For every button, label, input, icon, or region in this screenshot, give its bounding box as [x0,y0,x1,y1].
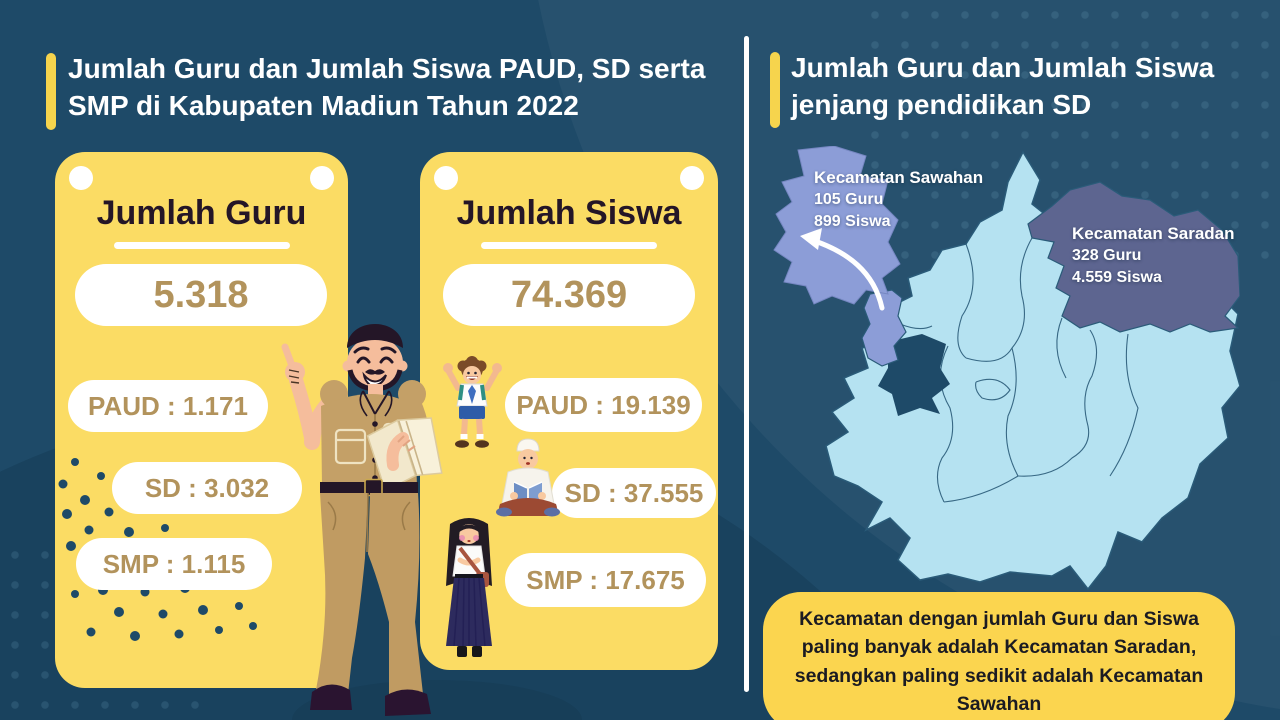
guru-sd-value: SD : 3.032 [144,472,270,503]
madiun-regency-map [773,146,1240,591]
guru-card: Jumlah Guru 5.318 PAUD : 1.171 [55,152,348,688]
right-panel-title: Jumlah Guru dan Jumlah Siswa jenjang pen… [791,49,1231,123]
right-title-line2: jenjang pendidikan SD [791,89,1092,120]
siswa-sd-pill: SD : 37.555 [552,468,716,518]
guru-total-pill: 5.318 [75,264,327,326]
siswa-smp-pill: SMP : 17.675 [505,553,706,607]
guru-card-underline [113,242,290,249]
sawahan-guru: 105 Guru [814,191,884,208]
guru-paud-pill: PAUD : 1.171 [68,380,268,432]
sawahan-name: Kecamatan Sawahan [814,168,984,187]
teacher-illustration [281,324,443,716]
cheering-student-boy-illustration [443,356,502,448]
reading-student-boy-illustration [496,438,560,517]
siswa-total-pill: 74.369 [443,264,695,326]
summary-note-text: Kecamatan dengan jumlah Guru dan Siswa p… [794,608,1204,715]
siswa-smp-value: SMP : 17.675 [526,564,685,595]
sawahan-map-label: Kecamatan Sawahan 105 Guru 899 Siswa [814,166,983,233]
card-pin-circle [69,166,93,190]
section-divider [744,36,749,692]
right-title-line1: Jumlah Guru dan Jumlah Siswa [791,52,1215,83]
saradan-map-label: Kecamatan Saradan 328 Guru 4.559 Siswa [1072,222,1235,289]
card-pin-circle [310,166,334,190]
left-title-line1: Jumlah Guru dan Jumlah Siswa PAUD, SD se… [68,53,706,84]
siswa-total-value: 74.369 [510,273,628,316]
saradan-siswa: 4.559 Siswa [1072,269,1162,286]
map-region-sawahan [861,289,907,367]
siswa-card: Jumlah Siswa 74.369 PAUD : 19.139 SD : 3… [420,152,718,670]
siswa-card-underline [481,242,657,249]
guru-card-title: Jumlah Guru [96,194,307,232]
saradan-guru: 328 Guru [1072,247,1142,264]
summary-note-box: Kecamatan dengan jumlah Guru dan Siswa p… [763,592,1235,720]
student-girl-illustration [446,518,492,657]
guru-total-value: 5.318 [153,273,249,316]
map-sawahan-callout-shape [773,146,901,305]
siswa-paud-value: PAUD : 19.139 [516,389,691,420]
siswa-paud-pill: PAUD : 19.139 [505,378,702,432]
left-title-line2: SMP di Kabupaten Madiun Tahun 2022 [68,90,579,121]
guru-sd-pill: SD : 3.032 [112,462,302,514]
guru-smp-pill: SMP : 1.115 [76,538,272,590]
card-pin-circle [434,166,458,190]
map-callout-arrow-icon [800,228,885,311]
left-panel-title: Jumlah Guru dan Jumlah Siswa PAUD, SD se… [68,50,728,124]
siswa-card-title: Jumlah Siswa [456,194,682,232]
saradan-name: Kecamatan Saradan [1072,224,1235,243]
right-title-accent-bar [770,52,780,128]
map-region-saradan [1027,181,1240,333]
guru-smp-value: SMP : 1.115 [102,548,246,579]
left-title-accent-bar [46,53,56,130]
siswa-sd-value: SD : 37.555 [564,477,704,508]
sawahan-siswa: 899 Siswa [814,213,891,230]
guru-paud-value: PAUD : 1.171 [88,390,248,421]
card-pin-circle [680,166,704,190]
